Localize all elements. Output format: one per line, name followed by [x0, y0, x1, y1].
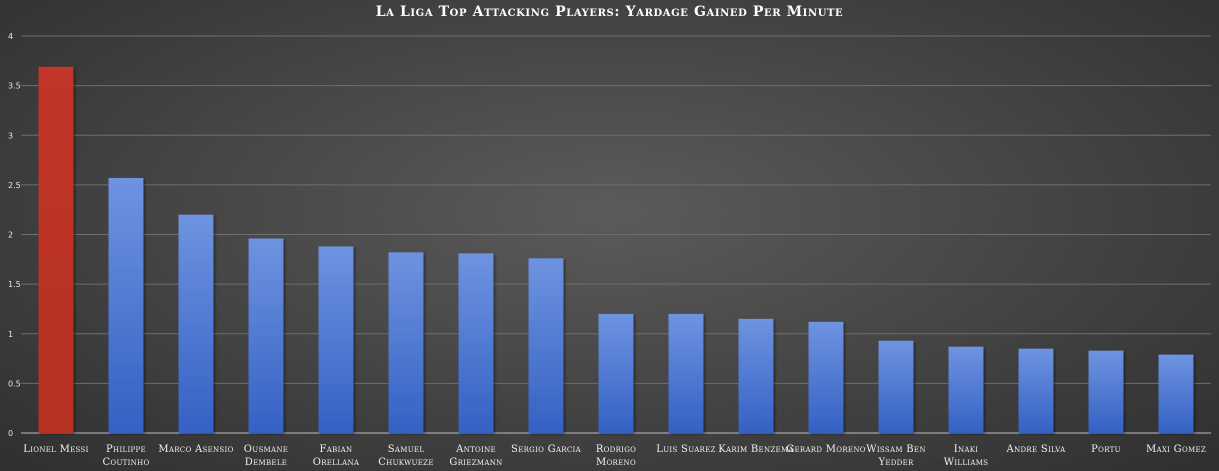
x-category-label: Portu [1091, 444, 1121, 455]
y-tick-label: 3 [8, 131, 13, 140]
y-tick-label: 1.5 [8, 280, 21, 289]
y-tick-label: 0 [8, 429, 13, 438]
y-tick-label: 3.5 [8, 82, 21, 91]
bar-andre-silva [1018, 348, 1054, 433]
bar-antoine-griezmann [458, 253, 494, 433]
x-category-label: Wissam Ben Yedder [866, 444, 926, 468]
x-category-label: Rodrigo Moreno [596, 444, 636, 468]
bar-lionel-messi [38, 66, 74, 433]
x-category-label: Samuel Chukwueze [378, 444, 434, 468]
x-axis-labels: Lionel Messi Philippe Coutinho Marco Asensi… [23, 444, 1206, 468]
bar-marco-asensio [178, 214, 214, 433]
bars [38, 66, 1194, 433]
y-axis-ticks: 0 0.5 1 1.5 2 2.5 3 3.5 4 [8, 32, 21, 438]
bar-wissam-ben-yedder [878, 340, 914, 433]
bar-luis-suarez [668, 313, 704, 433]
x-category-label: Lionel Messi [23, 444, 88, 455]
x-category-label: Fabian Orellana [313, 444, 360, 468]
bar-fabian-orellana [318, 246, 354, 433]
y-tick-label: 4 [8, 32, 13, 41]
y-tick-label: 2 [8, 231, 13, 240]
x-category-label: Antoine Griezmann [449, 444, 502, 468]
bar-sergio-garcia [528, 258, 564, 433]
x-category-label: Luis Suarez [656, 444, 715, 455]
bar-inaki-williams [948, 346, 984, 433]
chart-title: La Liga Top Attacking Players: Yardage G… [375, 4, 844, 20]
x-category-label: Ousmane Dembele [244, 444, 288, 468]
x-category-label: Karim Benzema [718, 444, 794, 455]
bar-rodrigo-moreno [598, 313, 634, 433]
y-tick-label: 0.5 [8, 379, 21, 388]
bar-philippe-coutinho [108, 177, 144, 433]
x-category-label: Sergio Garcia [511, 444, 582, 455]
bar-maxi-gomez [1158, 354, 1194, 433]
x-category-label: Inaki Williams [944, 444, 989, 468]
x-category-label: Andre Silva [1006, 444, 1067, 455]
bar-portu [1088, 350, 1124, 433]
x-category-label: Marco Asensio [158, 444, 233, 455]
x-category-label: Philippe Coutinho [102, 444, 149, 468]
y-tick-label: 1 [8, 330, 13, 339]
bar-gerard-moreno [808, 321, 844, 433]
x-category-label: Gerard Moreno [786, 444, 866, 455]
y-tick-label: 2.5 [8, 181, 21, 190]
bar-samuel-chukwueze [388, 252, 424, 433]
bar-ousmane-dembele [248, 238, 284, 433]
x-category-label: Maxi Gomez [1146, 444, 1206, 455]
bar-karim-benzema [738, 318, 774, 433]
